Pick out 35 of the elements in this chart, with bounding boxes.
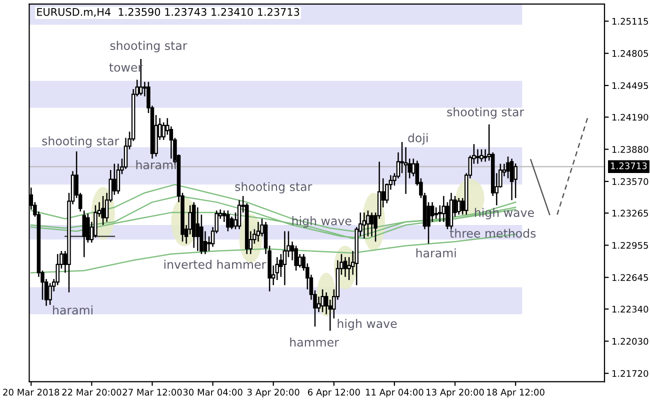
annotation: inverted hammer — [164, 260, 266, 269]
x-tick-label: 13 Apr 20:00 — [426, 388, 484, 398]
y-tick-label: 1.23880 — [612, 146, 648, 153]
annotation: shooting star — [235, 182, 312, 194]
y-tick-label: 1.22645 — [612, 274, 648, 281]
y-tick-label: 1.23265 — [612, 210, 648, 217]
x-tick-label: 30 Mar 04:00 — [183, 388, 242, 396]
x-tick-label: 22 Mar 20:00 — [62, 388, 122, 396]
x-tick-label: 3 Apr 20:00 — [247, 388, 300, 398]
y-tick-label: 1.24190 — [612, 114, 648, 121]
annotation: doji — [408, 133, 428, 145]
annotation: shooting star — [110, 40, 188, 52]
annotation: hammer — [290, 338, 339, 347]
annotation: harami — [136, 160, 176, 170]
annotation: shooting star — [42, 136, 120, 148]
x-tick-label: 11 Apr 04:00 — [366, 388, 424, 398]
y-tick-label: 1.22030 — [612, 338, 648, 345]
y-tick-label: 1.22955 — [612, 242, 648, 249]
y-tick-label: 1.22340 — [612, 306, 648, 313]
y-tick-label: 1.24495 — [612, 82, 648, 90]
y-tick-label: 1.25115 — [612, 18, 648, 25]
annotation: high wave — [338, 318, 397, 330]
ref-line-label: 1.23713 — [611, 162, 647, 170]
y-tick-label: 1.21720 — [612, 370, 648, 377]
x-tick-label: 18 Apr 12:00 — [487, 388, 544, 398]
annotation: harami — [53, 305, 92, 315]
annotation: three methods — [450, 228, 536, 238]
annotation: harami — [416, 248, 456, 258]
x-tick-label: 20 Mar 2018 — [3, 388, 60, 396]
chart-title: EURUSD.m,H4 1.23590 1.23743 1.23410 1.23713 — [37, 8, 300, 17]
y-tick-label: 1.23570 — [612, 178, 648, 185]
x-tick-label: 6 Apr 12:00 — [308, 388, 360, 398]
annotation: shooting star — [447, 107, 524, 119]
x-tick-label: 27 Mar 12:00 — [122, 388, 182, 396]
y-tick-label: 1.24805 — [612, 50, 648, 57]
